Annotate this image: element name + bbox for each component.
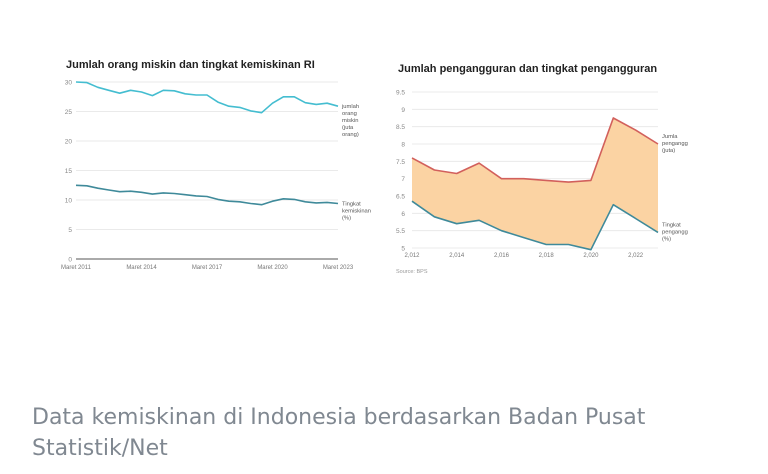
y-tick-label: 9.5 — [396, 90, 405, 97]
series-line-poverty-rate — [75, 184, 339, 206]
y-tick-label: 6 — [401, 211, 405, 218]
series-line-poor-people — [75, 81, 339, 114]
x-tick-label: 2,014 — [449, 253, 465, 259]
y-tick-label: 5 — [68, 227, 72, 234]
y-tick-label: 25 — [65, 109, 73, 116]
series-label: jumlah — [341, 104, 359, 110]
x-tick-label: Maret 2020 — [257, 265, 288, 271]
y-tick-label: 6.5 — [396, 194, 405, 201]
series-label: penganggur — [662, 141, 688, 147]
y-tick-label: 8 — [401, 142, 405, 149]
y-tick-label: 7.5 — [396, 159, 405, 166]
series-label: (%) — [342, 216, 351, 222]
y-tick-label: 5.5 — [396, 228, 405, 235]
x-tick-label: 2,012 — [404, 253, 420, 259]
x-tick-label: 2,018 — [539, 253, 555, 259]
series-label: Jumla — [662, 134, 678, 140]
y-tick-label: 30 — [65, 80, 73, 87]
x-tick-label: Maret 2011 — [61, 265, 92, 271]
x-tick-label: Maret 2017 — [192, 265, 223, 271]
area-fill — [412, 118, 658, 250]
series-label: pengangguran — [662, 229, 688, 235]
y-tick-label: 7 — [401, 176, 405, 183]
x-tick-label: 2,016 — [494, 253, 510, 259]
series-label: Tingkat — [662, 222, 681, 228]
x-tick-label: 2,020 — [583, 253, 599, 259]
image-caption: Data kemiskinan di Indonesia berdasarkan… — [32, 405, 646, 461]
y-tick-label: 9 — [401, 107, 405, 114]
chart-title: Jumlah orang miskin dan tingkat kemiskin… — [66, 59, 315, 71]
chart-title: Jumlah pengangguran dan tingkat pengangg… — [398, 63, 657, 75]
y-tick-label: 10 — [65, 198, 73, 205]
series-label: (juta — [342, 125, 354, 131]
series-label: orang — [342, 111, 357, 117]
series-label: (%) — [662, 236, 671, 242]
y-tick-label: 8.5 — [396, 124, 405, 131]
series-label: orang) — [342, 132, 359, 138]
x-tick-label: Maret 2014 — [126, 265, 157, 271]
series-label: miskin — [342, 118, 358, 124]
y-tick-label: 5 — [401, 246, 405, 253]
x-tick-label: 2,022 — [628, 253, 644, 259]
unemployment-chart: Jumlah pengangguran dan tingkat pengangg… — [396, 63, 688, 275]
chart-source: Source: BPS — [396, 269, 428, 275]
series-label: (juta) — [662, 148, 675, 154]
chart-figure: Jumlah orang miskin dan tingkat kemiskin… — [56, 52, 688, 288]
y-tick-label: 20 — [65, 139, 73, 146]
series-label: kemiskinan — [342, 209, 371, 215]
y-tick-label: 15 — [65, 168, 73, 175]
y-tick-label: 0 — [68, 257, 72, 264]
series-label: Tingkat — [342, 202, 361, 208]
x-tick-label: Maret 2023 — [323, 265, 354, 271]
series-line-unemployed-people — [411, 117, 659, 183]
series-line-unemployment-rate — [411, 200, 659, 251]
poverty-chart: Jumlah orang miskin dan tingkat kemiskin… — [61, 59, 371, 271]
